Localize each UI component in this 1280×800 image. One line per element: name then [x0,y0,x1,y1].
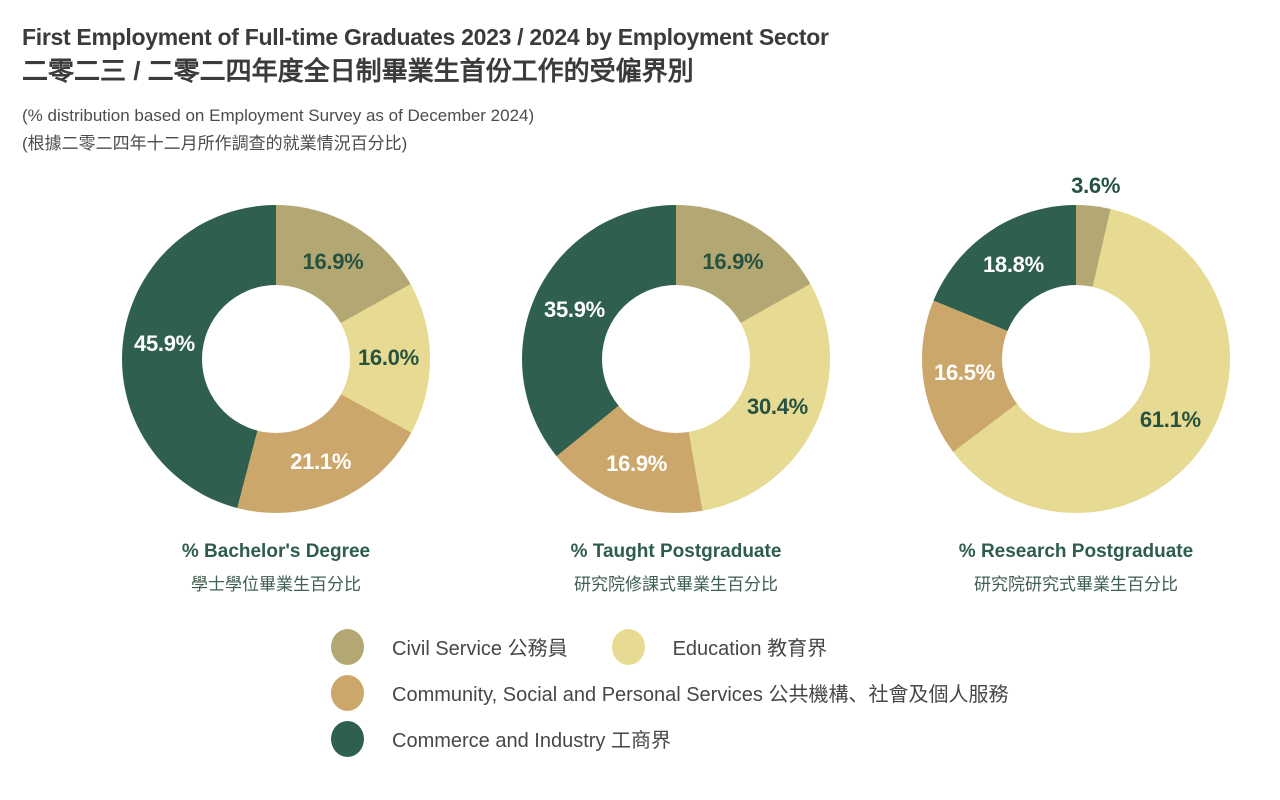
chart-taught-postgraduate: 16.9% 30.4% 16.9% 35.9% % Taught Postgradua… [476,204,876,595]
slice-label: 61.1% [1139,406,1201,432]
legend-row: Civil Service 公務員 Education 教育界 [331,628,1280,665]
donut-hole [602,284,750,433]
slice-label: 16.5% [934,360,995,386]
subtitle-en: (% distribution based on Employment Surv… [22,106,535,126]
chart-title-zh: 學士學位畢業生百分比 [191,574,361,594]
legend-row: Commerce and Industry 工商界 [331,720,1280,757]
legend-label-community: Community, Social and Personal Services … [392,684,1009,707]
charts-row: 16.9% 16.0% 21.1% 45.9% % Bachelor's Degree… [76,173,1276,595]
legend-row: Community, Social and Personal Services … [331,674,1280,711]
slice-label: 30.4% [747,394,808,420]
slice-label: 21.1% [290,448,352,474]
legend-item-commerce: Commerce and Industry 工商界 [331,720,671,757]
commerce-industry-swatch [331,720,364,757]
slice-label: 18.8% [982,252,1044,278]
donut-hole [1002,284,1150,433]
slice-label: 16.9% [302,248,364,274]
legend-item-civil-service: Civil Service 公務員 [331,628,568,665]
education-swatch [611,628,645,665]
slice-label: 3.6% [1071,172,1121,198]
legend-label-education: Education 教育界 [672,638,828,661]
chart-bachelors-degree: 16.9% 16.0% 21.1% 45.9% % Bachelor's Degree… [76,204,476,595]
slice-label: 16.9% [702,248,764,274]
civil-service-swatch [331,628,364,665]
legend-item-education: Education 教育界 [611,628,828,665]
slice-label: 45.9% [134,331,195,357]
slice-label: 16.9% [606,451,668,477]
slice-label: 35.9% [544,297,605,323]
page-title-zh: 二零二三 / 二零二四年度全日制畢業生首份工作的受僱界別 [22,55,694,86]
community-services-swatch [331,674,364,711]
chart-title-zh: 研究院修課式畢業生百分比 [574,574,778,594]
donut-research-postgraduate: 3.6% 61.1% 16.5% 18.8% [922,173,1230,513]
donut-taught-postgraduate: 16.9% 30.4% 16.9% 35.9% [522,204,830,513]
donut-hole [202,284,350,433]
page-title-en: First Employment of Full-time Graduates … [22,24,829,50]
legend: Civil Service 公務員 Education 教育界 Communit… [331,628,1280,757]
legend-item-community: Community, Social and Personal Services … [331,674,1009,711]
chart-title-en: % Taught Postgraduate [570,540,782,562]
report-header: First Employment of Full-time Graduates … [0,0,1280,157]
legend-label-commerce: Commerce and Industry 工商界 [392,730,671,753]
donut-bachelors-degree: 16.9% 16.0% 21.1% 45.9% [122,204,430,513]
subtitle-zh: (根據二零二四年十二月所作調查的就業情況百分比) [22,133,408,153]
chart-title-zh: 研究院研究式畢業生百分比 [974,574,1178,594]
chart-title-en: % Research Postgraduate [958,540,1194,562]
chart-title-en: % Bachelor's Degree [181,540,371,562]
legend-label-civil-service: Civil Service 公務員 [392,638,568,661]
slice-label: 16.0% [357,345,419,371]
chart-research-postgraduate: 3.6% 61.1% 16.5% 18.8% % Research Postgradu… [876,173,1276,595]
